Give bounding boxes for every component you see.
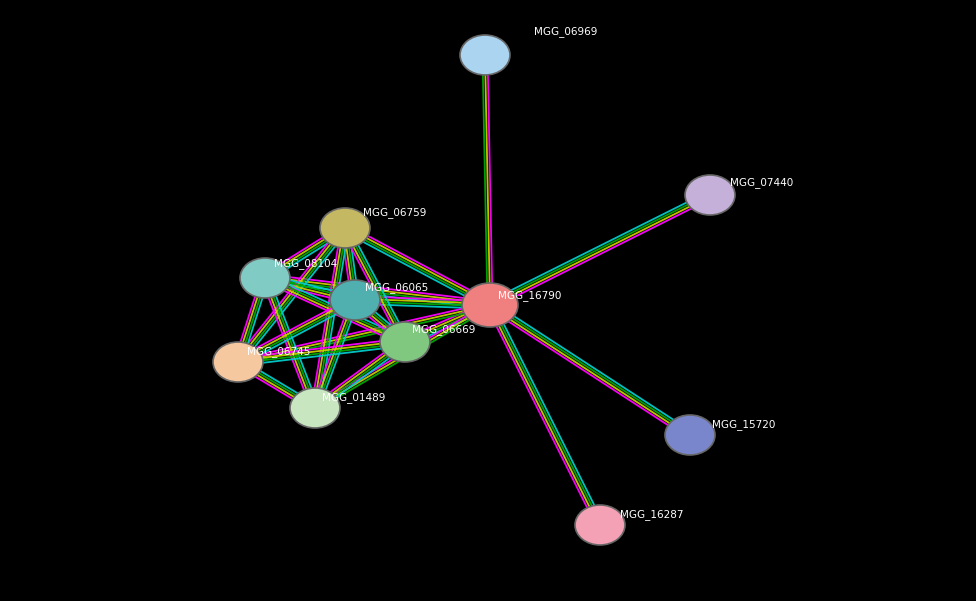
Text: MGG_06669: MGG_06669 bbox=[412, 325, 475, 335]
Text: MGG_01489: MGG_01489 bbox=[322, 392, 386, 403]
Text: MGG_06065: MGG_06065 bbox=[365, 282, 428, 293]
Ellipse shape bbox=[575, 505, 625, 545]
Ellipse shape bbox=[240, 258, 290, 298]
Text: MGG_06759: MGG_06759 bbox=[363, 207, 427, 218]
Text: MGG_06969: MGG_06969 bbox=[534, 26, 597, 37]
Ellipse shape bbox=[665, 415, 715, 455]
Ellipse shape bbox=[380, 322, 430, 362]
Text: MGG_15720: MGG_15720 bbox=[712, 419, 775, 430]
Ellipse shape bbox=[213, 342, 263, 382]
Ellipse shape bbox=[290, 388, 340, 428]
Ellipse shape bbox=[462, 283, 518, 327]
Ellipse shape bbox=[320, 208, 370, 248]
Ellipse shape bbox=[460, 35, 510, 75]
Text: MGG_08104: MGG_08104 bbox=[274, 258, 338, 269]
Text: MGG_16790: MGG_16790 bbox=[498, 290, 561, 302]
Text: MGG_07440: MGG_07440 bbox=[730, 177, 793, 189]
Text: MGG_06745: MGG_06745 bbox=[247, 347, 310, 358]
Ellipse shape bbox=[685, 175, 735, 215]
Ellipse shape bbox=[330, 280, 380, 320]
Text: MGG_16287: MGG_16287 bbox=[620, 510, 683, 520]
